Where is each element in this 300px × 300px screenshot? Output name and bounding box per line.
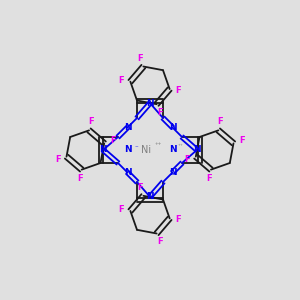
Text: N: N (146, 192, 154, 201)
Text: N: N (193, 146, 201, 154)
Text: F: F (119, 205, 124, 214)
Text: N: N (169, 123, 176, 132)
Text: F: F (157, 238, 162, 247)
Text: ⁺⁺: ⁺⁺ (178, 143, 184, 148)
Text: N: N (124, 123, 131, 132)
Text: ⁻: ⁻ (135, 145, 139, 151)
Text: N: N (146, 99, 154, 108)
Text: F: F (157, 108, 162, 117)
Text: F: F (88, 117, 94, 126)
Text: Ni: Ni (141, 145, 151, 155)
Text: N: N (99, 146, 107, 154)
Text: F: F (110, 136, 116, 145)
Text: F: F (239, 136, 245, 145)
Text: F: F (176, 215, 181, 224)
Text: F: F (138, 53, 143, 62)
Text: N: N (124, 146, 132, 154)
Text: N: N (169, 146, 177, 154)
Text: F: F (77, 174, 83, 183)
Text: N: N (124, 168, 131, 177)
Text: F: F (217, 117, 223, 126)
Text: F: F (55, 155, 61, 164)
Text: N: N (169, 168, 176, 177)
Text: F: F (206, 174, 212, 183)
Text: F: F (184, 155, 190, 164)
Text: F: F (138, 183, 143, 192)
Text: F: F (119, 76, 124, 85)
Text: F: F (176, 86, 181, 95)
Text: ⁺⁺: ⁺⁺ (155, 143, 163, 149)
